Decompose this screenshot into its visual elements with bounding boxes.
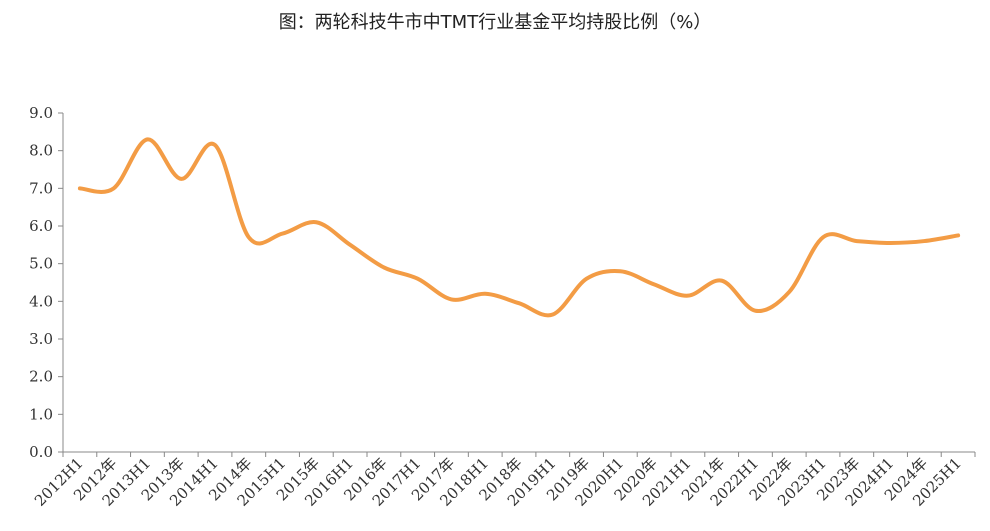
x-tick-label: 2012H1: [31, 454, 87, 510]
y-tick-label: 9.0: [29, 104, 53, 122]
y-tick-label: 6.0: [29, 217, 53, 235]
y-tick-label: 1.0: [29, 405, 53, 423]
series-layer: [77, 137, 961, 318]
axes: [62, 113, 975, 453]
y-tick-label: 4.0: [29, 292, 53, 310]
y-tick-label: 5.0: [29, 255, 53, 273]
x-axis-ticks: 2012H12012年2013H12013年2014H12014年2015H12…: [31, 452, 976, 510]
chart-title: 图：两轮科技牛市中TMT行业基金平均持股比例（%）: [278, 12, 712, 33]
y-tick-label: 0.0: [29, 443, 53, 461]
series-line: [77, 137, 961, 318]
y-tick-label: 7.0: [29, 179, 53, 197]
y-axis-ticks: 0.0 1.0 2.0 3.0 4.0 5.0 6.0 7.0 8.0 9.0: [29, 104, 63, 461]
y-tick-label: 2.0: [29, 368, 53, 386]
y-tick-label: 8.0: [29, 142, 53, 160]
y-tick-label: 3.0: [29, 330, 53, 348]
